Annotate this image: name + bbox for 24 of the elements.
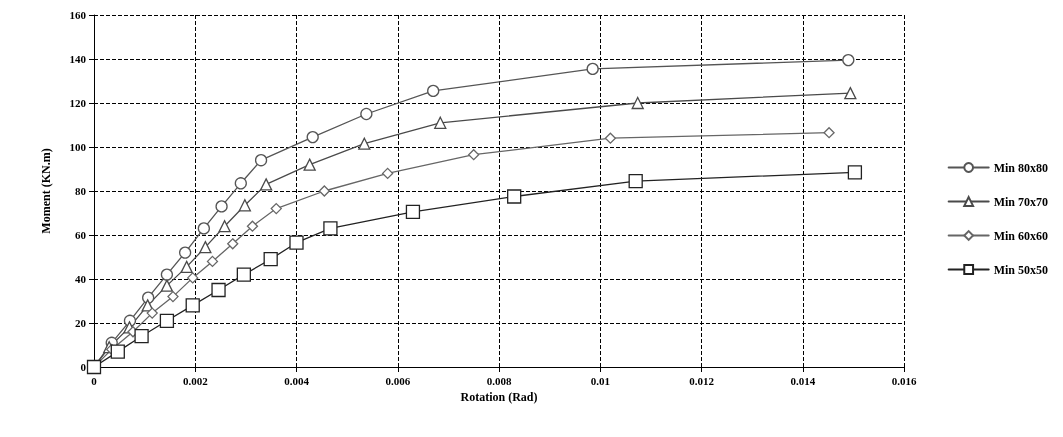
x-tick-label: 0 <box>91 374 98 387</box>
y-tick-label: 100 <box>69 141 87 153</box>
x-tick-label: 0.016 <box>891 374 917 387</box>
x-tick-label: 0.008 <box>486 374 512 387</box>
y-tick-label: 120 <box>69 97 87 109</box>
x-tick-label: 0.004 <box>284 374 310 387</box>
x-tick-label: 0.014 <box>790 374 816 387</box>
legend-label: Min 50x50 <box>993 262 1049 277</box>
y-tick-label: 60 <box>75 229 87 241</box>
x-tick-label: 0.01 <box>590 374 610 387</box>
y-tick-label: 20 <box>75 317 87 329</box>
y-tick-label: 160 <box>69 9 87 21</box>
y-tick-label: 80 <box>75 185 87 197</box>
y-axis-title: Moment (KN.m) <box>39 148 53 234</box>
y-tick-label: 140 <box>69 53 87 65</box>
x-tick-label: 0.006 <box>385 374 411 387</box>
x-axis-title: Rotation (Rad) <box>460 389 538 404</box>
x-tick-label: 0.002 <box>182 374 209 387</box>
x-tick-label: 0.012 <box>689 374 715 387</box>
y-tick-label: 0 <box>80 361 87 373</box>
legend-label: Min 60x60 <box>993 228 1049 243</box>
legend-label: Min 80x80 <box>993 160 1049 175</box>
legend-label: Min 70x70 <box>993 194 1049 209</box>
y-tick-label: 40 <box>75 273 87 285</box>
